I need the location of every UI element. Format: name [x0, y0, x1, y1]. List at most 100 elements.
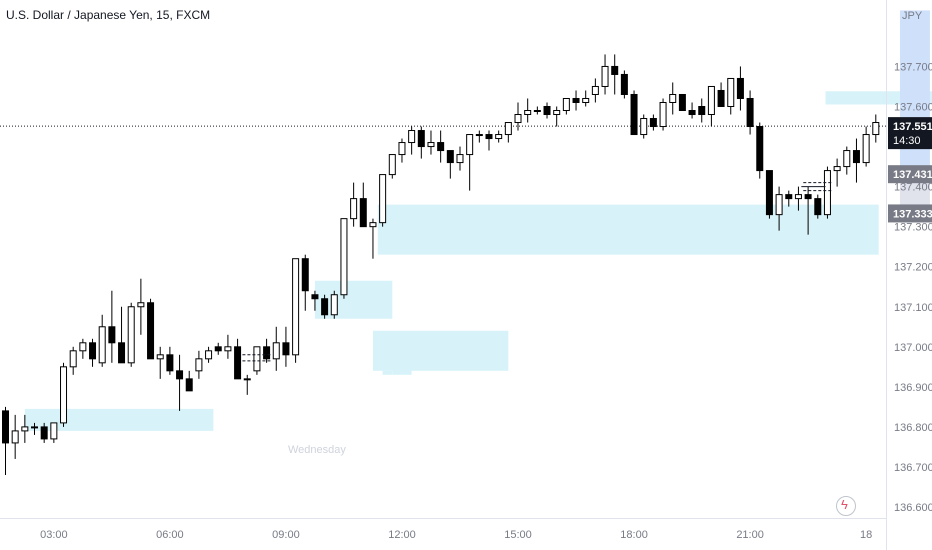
time-axis[interactable]: 03:00 06:00 09:00 12:00 15:00 18:00 21:00 18 — [40, 529, 872, 541]
time-tick-label: 09:00 — [272, 529, 300, 541]
candle-61 — [591, 78, 599, 103]
candle-body — [862, 134, 870, 164]
candle-body — [736, 77, 744, 99]
candle-83 — [804, 186, 812, 235]
price-badge-0 — [888, 117, 932, 150]
candle-36 — [350, 182, 358, 227]
candle-47 — [456, 146, 464, 171]
candle-body — [640, 118, 648, 136]
candle-37 — [359, 182, 367, 228]
candle-body — [272, 342, 280, 360]
zone-3 — [392, 334, 412, 375]
candle-body — [321, 298, 329, 316]
candle-body — [437, 142, 445, 152]
candle-66 — [640, 114, 648, 139]
annotation-layer — [242, 182, 833, 362]
candle-body — [794, 194, 802, 200]
candle-body — [601, 65, 609, 87]
candle-76 — [736, 66, 744, 111]
price-tick-label: 136.800 — [894, 422, 932, 434]
candle-body — [466, 134, 474, 156]
zone-4 — [382, 370, 393, 375]
price-tick-label: 137.400 — [894, 182, 932, 194]
candle-body — [562, 97, 570, 112]
candle-58 — [562, 97, 570, 115]
candle-85 — [823, 166, 831, 219]
candle-4 — [40, 422, 48, 443]
candle-body — [205, 350, 213, 360]
candle-body — [50, 422, 58, 440]
candle-84 — [814, 194, 822, 219]
candle-81 — [785, 190, 793, 207]
candle-body — [311, 294, 319, 300]
candle-body — [775, 194, 783, 216]
candle-2 — [21, 414, 29, 443]
lightning-icon[interactable] — [836, 496, 856, 516]
candle-body — [417, 130, 425, 148]
candle-body — [475, 134, 483, 137]
candle-63 — [611, 54, 619, 95]
candle-body — [591, 85, 599, 95]
candle-body — [224, 346, 232, 352]
candle-27 — [263, 338, 271, 363]
candle-32 — [311, 290, 319, 311]
candle-20 — [195, 350, 203, 379]
candle-body — [89, 342, 97, 360]
candles-layer — [2, 54, 880, 475]
candle-body — [485, 134, 493, 140]
candle-78 — [756, 122, 764, 179]
time-axis-border — [0, 518, 886, 519]
price-badge-2 — [888, 204, 932, 223]
candle-body — [620, 73, 628, 95]
candle-body — [292, 258, 300, 356]
candle-14 — [137, 278, 145, 335]
candle-52 — [504, 122, 512, 143]
candle-body — [872, 122, 880, 136]
candle-87 — [843, 146, 851, 175]
candle-0 — [2, 406, 9, 475]
candle-body — [456, 154, 464, 164]
candle-41 — [398, 138, 406, 163]
time-tick-label: 12:00 — [388, 529, 416, 541]
price-badge-text: 137.551 — [893, 121, 932, 133]
candle-67 — [649, 114, 657, 131]
candle-body — [330, 294, 338, 316]
candle-65 — [630, 90, 638, 136]
candle-body — [2, 410, 9, 444]
candle-16 — [156, 346, 164, 379]
price-badge-time: 14:30 — [893, 135, 921, 147]
candle-body — [553, 110, 561, 116]
candle-70 — [678, 93, 686, 112]
time-tick-label: 18 — [860, 529, 872, 541]
candle-body — [843, 150, 851, 168]
time-tick-label: 21:00 — [736, 529, 764, 541]
candle-89 — [862, 126, 870, 167]
price-tick-label: 137.700 — [894, 61, 932, 73]
candle-31 — [301, 254, 309, 311]
candle-body — [108, 326, 116, 344]
candle-12 — [118, 306, 126, 364]
candle-body — [823, 170, 831, 216]
candle-body — [698, 106, 706, 116]
candle-45 — [437, 130, 445, 163]
candle-19 — [185, 370, 193, 392]
candle-33 — [321, 294, 329, 319]
candle-body — [263, 346, 271, 360]
price-tick-label: 136.700 — [894, 462, 932, 474]
candle-42 — [408, 126, 416, 155]
candle-body — [282, 342, 290, 356]
time-tick-label: 06:00 — [156, 529, 184, 541]
candle-46 — [446, 150, 454, 179]
candle-55 — [533, 106, 541, 115]
zones-layer — [24, 10, 932, 431]
price-tick-label: 137.300 — [894, 222, 932, 234]
candle-body — [572, 97, 580, 103]
candle-body — [852, 150, 860, 164]
candle-body — [398, 142, 406, 156]
candle-3 — [31, 422, 39, 435]
time-tick-label: 15:00 — [504, 529, 532, 541]
candle-body — [727, 77, 735, 107]
price-axis[interactable]: JPY 136.600 136.700 136.800 136.900 137.000 13… — [888, 10, 932, 514]
candle-75 — [727, 77, 735, 115]
